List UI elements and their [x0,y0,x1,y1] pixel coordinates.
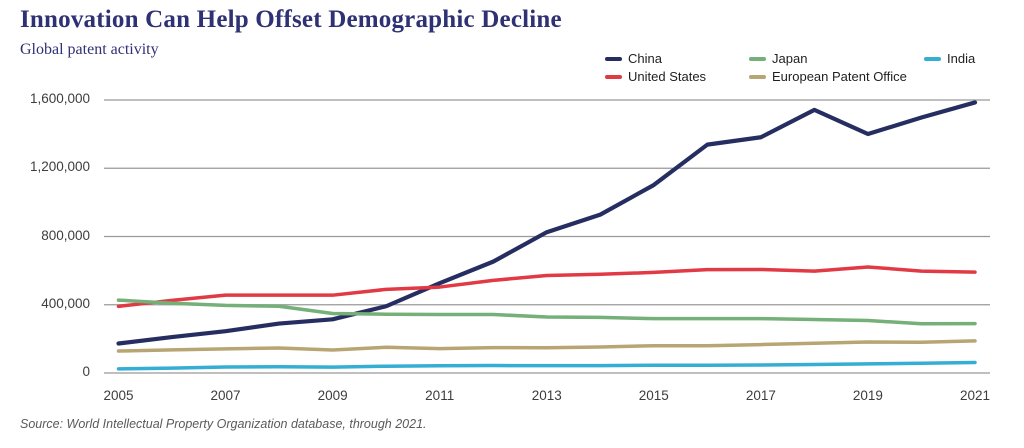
legend-swatch-japan [749,56,766,61]
legend-swatch-european-patent-office [749,74,766,79]
legend-column: Japan European Patent Office [749,51,907,84]
y-tick-label: 0 [82,364,90,379]
legend-column: India [924,51,975,66]
legend-swatch-india [924,56,941,61]
legend-item-india: India [924,51,975,66]
legend-item-japan: Japan [749,51,907,66]
x-tick-label: 2015 [638,388,669,403]
x-tick-label: 2013 [531,388,562,403]
legend-label: European Patent Office [772,69,907,84]
legend-label: United States [628,69,707,84]
page-subtitle: Global patent activity [20,41,159,58]
legend-swatch-united-states [605,74,622,79]
x-tick-label: 2007 [210,388,241,403]
legend-column: China United States [605,51,706,84]
y-tick-label: 800,000 [41,227,90,243]
series-line-china [116,100,978,346]
legend-item-china: China [605,51,706,66]
legend-label: India [947,51,976,66]
y-tick-label: 400,000 [41,295,90,311]
source-note: Source: World Intellectual Property Orga… [20,417,427,431]
x-tick-label: 2017 [745,388,776,403]
series-line-european-patent-office [116,339,977,353]
x-tick-label: 2021 [959,388,991,403]
x-tick-label: 2009 [317,388,348,403]
x-tick-label: 2005 [103,388,134,403]
legend-label: China [628,51,662,66]
legend-swatch-china [605,56,622,61]
y-tick-label: 1,600,000 [29,91,90,106]
legend-item-united-states: United States [605,69,706,84]
legend-item-european-patent-office: European Patent Office [749,69,907,84]
y-tick-label: 1,200,000 [29,159,90,175]
x-tick-label: 2019 [852,388,883,403]
legend-label: Japan [772,51,808,66]
page-title: Innovation Can Help Offset Demographic D… [20,6,562,33]
x-tick-label: 2011 [425,388,455,403]
series-line-united-states [116,265,977,309]
series-line-japan [116,298,977,326]
chart-legend: China United States Japan European Patent O… [0,51,1024,85]
series-line-india [116,360,977,371]
